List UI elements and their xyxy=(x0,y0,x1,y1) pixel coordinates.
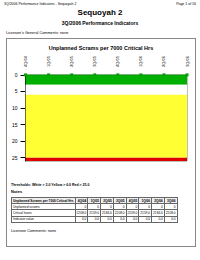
svg-text:2Q/06: 2Q/06 xyxy=(161,55,166,67)
html-text:Unplanned Scrams per 7000 Crit: Unplanned Scrams per 7000 Critical Hrs xyxy=(13,198,74,203)
html-text:0: 0 xyxy=(122,204,125,209)
html-text:2209.0: 2209.0 xyxy=(127,211,138,215)
html-text:2208.0: 2208.0 xyxy=(165,211,176,215)
html-text:Sequoyah 2: Sequoyah 2 xyxy=(77,8,123,17)
svg-text:2Q/05: 2Q/05 xyxy=(69,55,74,67)
svg-text:1Q/06: 1Q/06 xyxy=(138,55,143,67)
html-text:2Q/05: 2Q/05 xyxy=(103,198,112,203)
html-text:2159.0: 2159.0 xyxy=(140,211,151,215)
html-text:0: 0 xyxy=(97,204,100,209)
html-text:0.0: 0.0 xyxy=(107,217,112,222)
html-text:Unplanned scrams: Unplanned scrams xyxy=(13,204,40,209)
html-text:3Q/2006 Performance Indicators: 3Q/2006 Performance Indicators - Sequoya… xyxy=(4,2,77,6)
html-text:0.0: 0.0 xyxy=(145,217,151,222)
html-text:0.0: 0.0 xyxy=(81,217,87,222)
svg-text:3Q/05: 3Q/05 xyxy=(92,55,97,67)
html-text:2184.0: 2184.0 xyxy=(102,211,112,215)
html-text:Page 1 of 16: Page 1 of 16 xyxy=(176,2,196,6)
html-text:Unplanned Scrams per 7000 Crit: Unplanned Scrams per 7000 Critical Hrs xyxy=(48,45,154,51)
html-text:4Q/04: 4Q/04 xyxy=(77,198,87,203)
html-text:0: 0 xyxy=(148,204,151,209)
svg-text:20: 20 xyxy=(12,138,18,144)
html-text:2208.0: 2208.0 xyxy=(114,211,125,215)
svg-text:1Q/05: 1Q/05 xyxy=(46,55,51,67)
html-text:Thresholds: White > 3.0 Yellow: Thresholds: White > 3.0 Yellow > 6.0 Red… xyxy=(11,183,90,187)
html-text:0.0: 0.0 xyxy=(120,217,125,222)
html-text:1Q/06: 1Q/06 xyxy=(141,198,151,203)
html-text:Indicator value: Indicator value xyxy=(13,217,34,222)
html-text:0.0: 0.0 xyxy=(132,217,138,222)
svg-text:10: 10 xyxy=(12,105,18,111)
svg-text:0: 0 xyxy=(15,72,18,78)
html-text:2159.0: 2159.0 xyxy=(89,211,100,215)
svg-text:15: 15 xyxy=(12,122,18,128)
html-text:0.0: 0.0 xyxy=(158,217,163,222)
html-text:0: 0 xyxy=(161,204,163,209)
html-text:0: 0 xyxy=(110,204,112,209)
svg-text:4Q/05: 4Q/05 xyxy=(115,55,120,67)
html-text:3Q/06: 3Q/06 xyxy=(166,198,176,203)
svg-text:5: 5 xyxy=(15,88,18,94)
html-text:2Q/06: 2Q/06 xyxy=(154,198,163,203)
html-text:4Q/05: 4Q/05 xyxy=(128,198,138,203)
html-text:2208.0: 2208.0 xyxy=(76,211,87,215)
html-text:0: 0 xyxy=(84,204,87,209)
html-text:3Q/2006 Performance Indicators: 3Q/2006 Performance Indicators xyxy=(61,20,139,26)
html-text:Critical hours: Critical hours xyxy=(13,211,32,215)
svg-text:25: 25 xyxy=(12,155,18,161)
svg-text:4Q/04: 4Q/04 xyxy=(23,55,28,67)
html-text:2184.0: 2184.0 xyxy=(153,211,163,215)
html-text:1Q/05: 1Q/05 xyxy=(90,198,100,203)
html-text:0.0: 0.0 xyxy=(94,217,100,222)
html-text:Licensee's General Comments: n: Licensee's General Comments: none xyxy=(6,31,69,35)
html-text:0.0: 0.0 xyxy=(171,217,176,222)
html-text:3Q/05: 3Q/05 xyxy=(115,198,125,203)
svg-text:3Q/06: 3Q/06 xyxy=(185,55,190,67)
html-text:Notes: Notes xyxy=(11,189,23,194)
html-text:0: 0 xyxy=(135,204,138,209)
html-text:0: 0 xyxy=(173,204,176,209)
html-text:Licensee Comments: none: Licensee Comments: none xyxy=(11,229,57,233)
